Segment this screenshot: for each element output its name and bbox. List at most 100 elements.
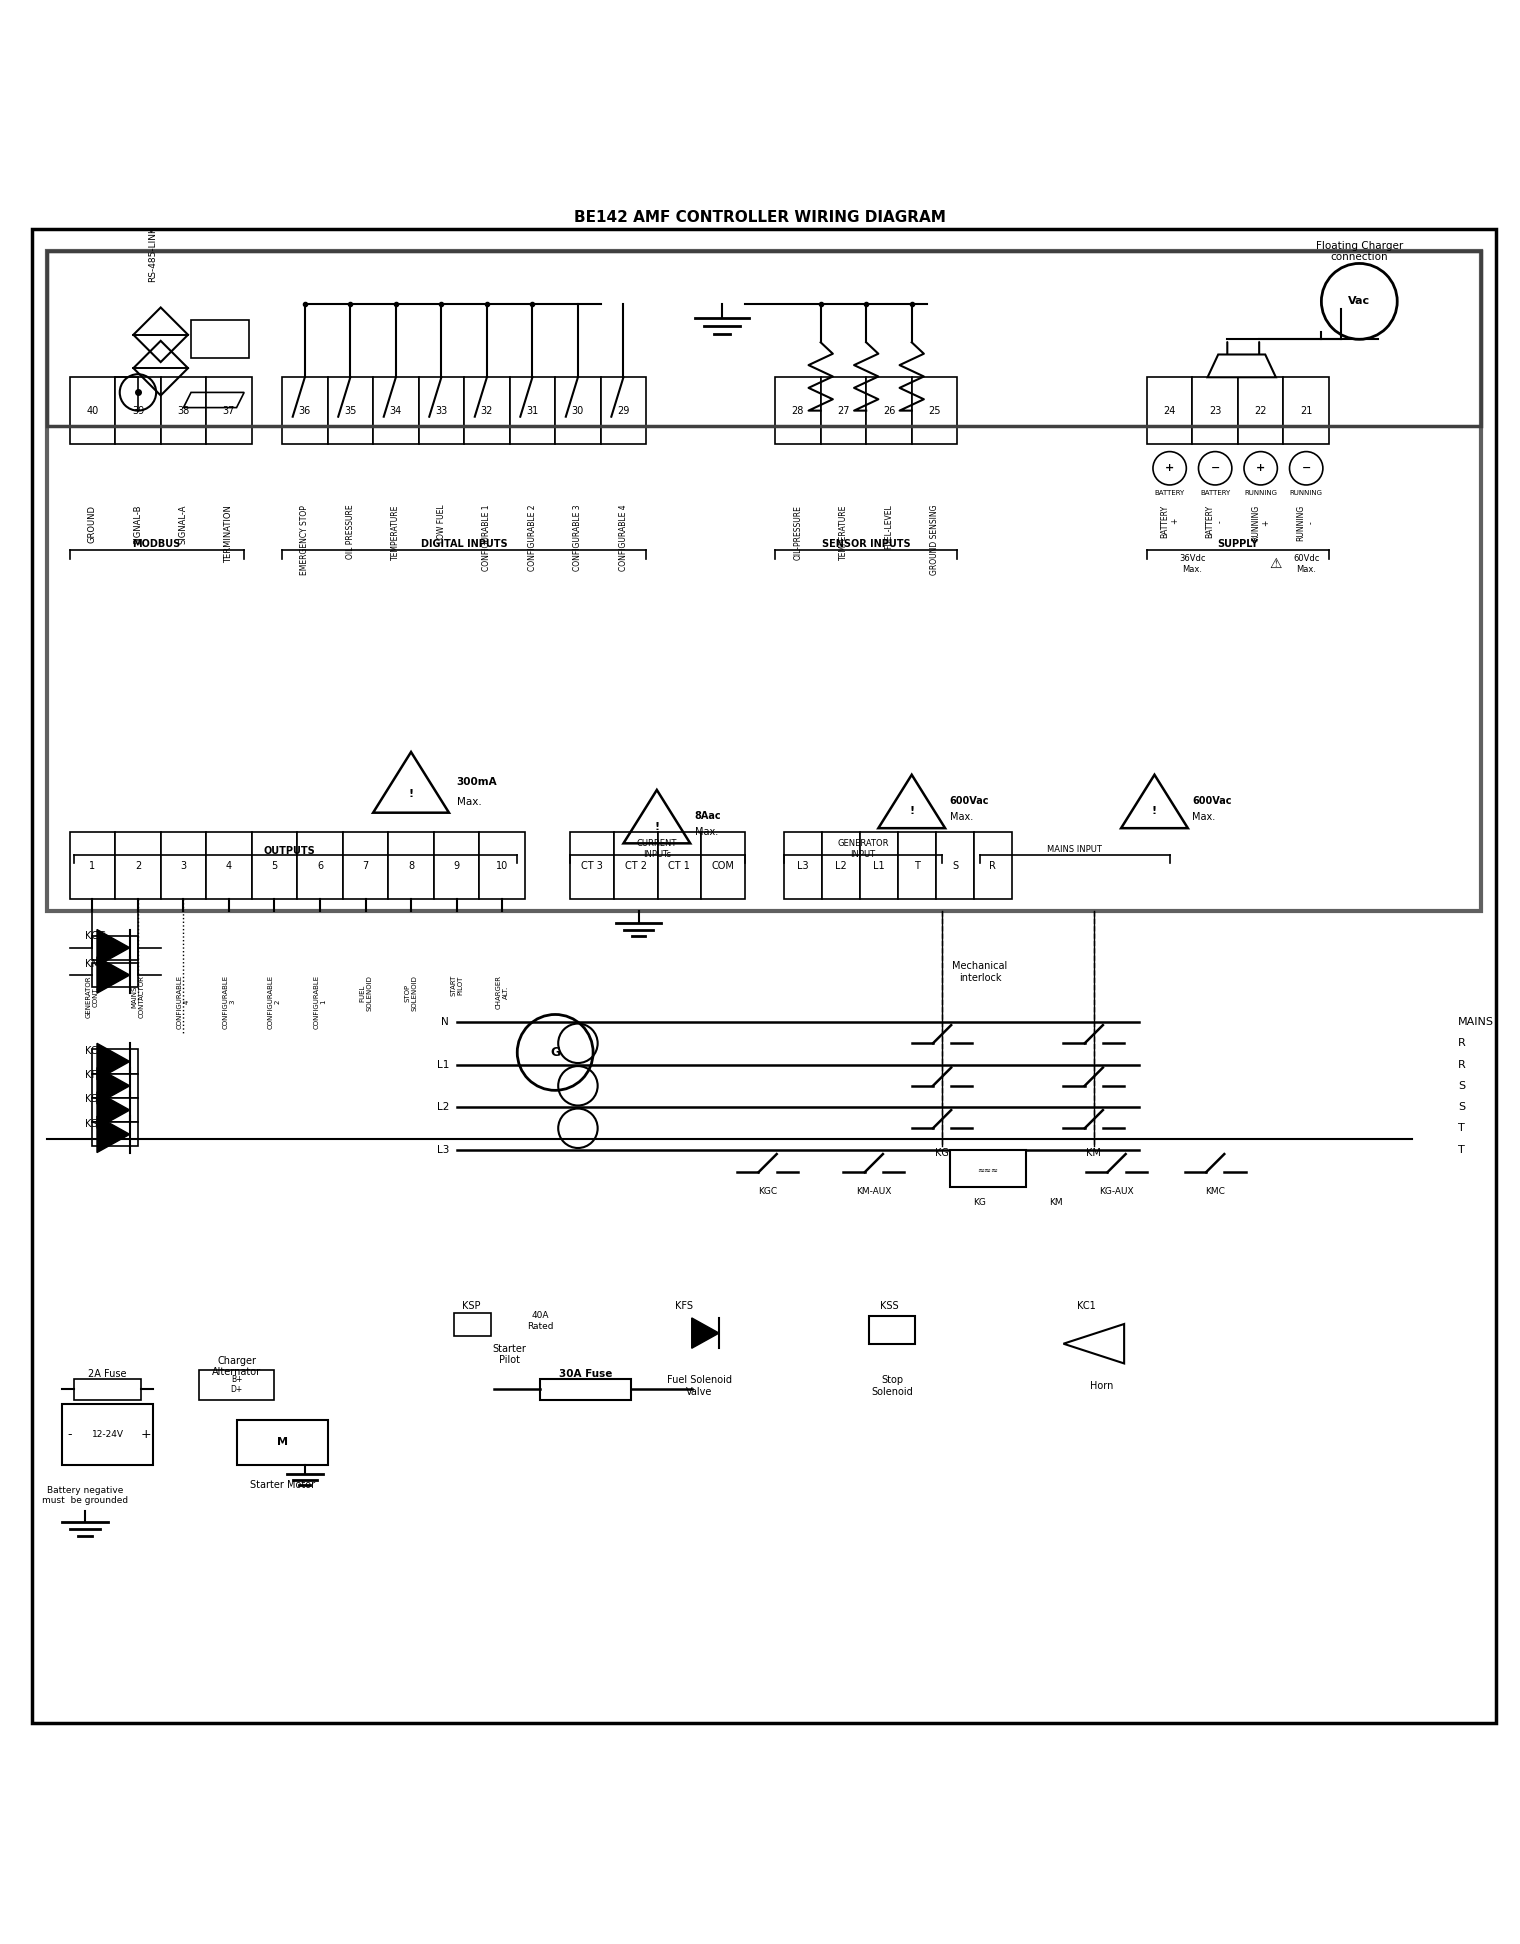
Polygon shape [97,1044,129,1079]
Bar [509,377,555,443]
Text: CONFIGURABLE 1: CONFIGURABLE 1 [482,505,491,572]
Text: CONFIGURABLE 3: CONFIGURABLE 3 [573,505,582,572]
Bar [1283,377,1328,443]
Bar [283,377,328,443]
Text: COM: COM [711,861,734,871]
Text: BATTERY: BATTERY [1201,490,1230,496]
Bar [252,832,298,900]
Text: 40: 40 [87,406,99,416]
Bar [388,832,433,900]
Text: +: + [140,1429,150,1441]
Text: FUEL-LEVEL: FUEL-LEVEL [885,505,894,550]
Text: KMC: KMC [85,960,106,970]
Text: 5: 5 [272,861,278,871]
Text: BATTERY
-: BATTERY - [1205,505,1225,538]
Text: BATTERY: BATTERY [1155,490,1184,496]
Bar [600,377,646,443]
Bar [62,1404,154,1466]
Text: G: G [550,1046,561,1059]
Text: 32: 32 [480,406,492,416]
Text: 24: 24 [1163,406,1176,416]
Text: Vac: Vac [1348,295,1371,307]
Text: S: S [1458,1081,1465,1091]
Text: L3: L3 [436,1145,448,1155]
Text: M: M [277,1437,287,1448]
Text: GENERATOR
CONT.: GENERATOR CONT. [87,976,99,1017]
Bar [701,832,745,900]
Text: Max.: Max. [456,797,482,807]
Bar [822,832,860,900]
Text: CT 2: CT 2 [625,861,648,871]
Text: KSP: KSP [462,1301,480,1310]
Text: T: T [1458,1124,1465,1133]
Bar [40,867,1458,900]
Bar [869,1316,915,1343]
Bar [93,1050,138,1073]
Text: MODBUS: MODBUS [132,538,181,548]
Bar [207,377,252,443]
Text: !: ! [409,789,413,799]
Bar [298,832,344,900]
Text: OIL PRESSURE: OIL PRESSURE [347,505,354,560]
Bar [116,832,161,900]
Bar [70,832,116,900]
Text: 3: 3 [181,861,187,871]
Text: 1: 1 [90,861,96,871]
Text: R: R [1458,1059,1465,1069]
Text: -: - [67,1429,71,1441]
Text: Stop
Solenoid: Stop Solenoid [871,1376,914,1398]
Text: L2: L2 [836,861,847,871]
Text: 27: 27 [838,406,850,416]
Text: CONFIGURABLE
1: CONFIGURABLE 1 [313,976,327,1028]
Text: L2: L2 [436,1102,448,1112]
Text: 10: 10 [496,861,508,871]
Text: 21: 21 [1300,406,1312,416]
Text: BE142 AMF CONTROLLER WIRING DIAGRAM: BE142 AMF CONTROLLER WIRING DIAGRAM [575,210,945,226]
Bar [237,1419,328,1466]
Text: KM: KM [1087,1147,1100,1157]
Text: KGC: KGC [758,1188,777,1196]
Text: Max.: Max. [695,828,717,838]
Bar [1148,377,1192,443]
Text: FUEL
SOLENOID: FUEL SOLENOID [359,976,372,1011]
Text: L1: L1 [436,1059,448,1069]
Text: T: T [1458,1145,1465,1155]
Text: 6: 6 [318,861,324,871]
Text: 60Vdc
Max.: 60Vdc Max. [1294,554,1319,573]
Text: 26: 26 [883,406,895,416]
Text: +: + [1164,463,1175,472]
Text: Mechanical
interlock: Mechanical interlock [953,960,1008,984]
Bar [93,962,138,988]
Bar [1237,377,1283,443]
Text: !: ! [654,822,660,832]
Text: MAINS: MAINS [1458,1017,1494,1026]
Bar [821,377,866,443]
Text: !: ! [1152,807,1157,816]
Text: 8: 8 [407,861,413,871]
Text: −: − [1210,463,1221,472]
Bar [464,377,509,443]
Bar [93,935,138,960]
Text: B+
D+: B+ D+ [231,1374,243,1394]
Text: 600Vac: 600Vac [950,795,990,805]
Polygon shape [97,1116,129,1153]
Bar [372,377,418,443]
Text: LOW FUEL: LOW FUEL [436,505,445,542]
Polygon shape [97,1093,129,1128]
Text: 31: 31 [526,406,538,416]
Text: KG: KG [973,1198,986,1207]
Bar [453,1314,491,1336]
Text: STOP
SOLENOID: STOP SOLENOID [404,976,418,1011]
Text: GROUND SENSING: GROUND SENSING [930,505,939,575]
Text: 4: 4 [226,861,233,871]
Bar [433,832,479,900]
Bar [344,832,388,900]
Text: N: N [441,1017,448,1026]
Text: 25: 25 [929,406,941,416]
Text: 30: 30 [572,406,584,416]
Bar [950,1149,1026,1188]
Text: 23: 23 [1208,406,1222,416]
Text: 38: 38 [178,406,190,416]
Text: RS-485-LINK: RS-485-LINK [149,226,158,282]
Text: 36: 36 [299,406,312,416]
